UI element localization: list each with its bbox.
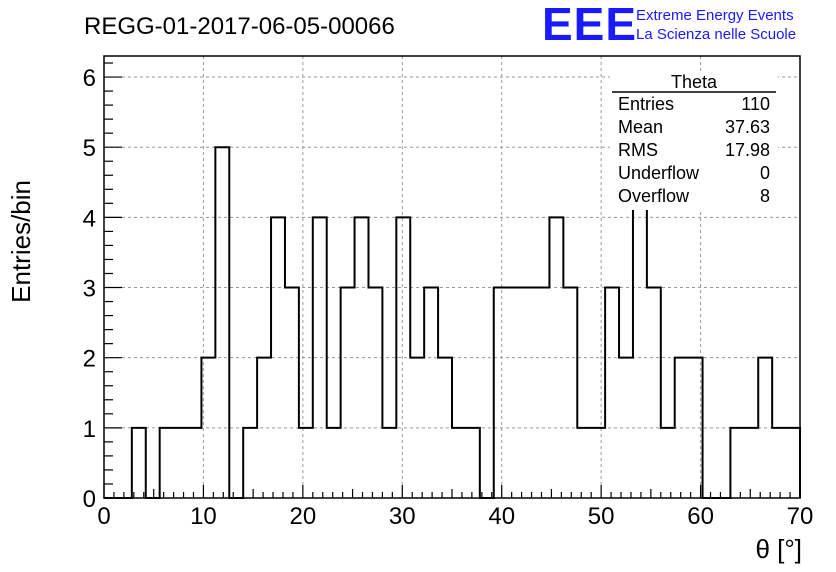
histogram-bin [744,428,758,498]
histogram-bin [174,428,188,498]
histogram-bin [188,428,202,498]
stats-row-value: 8 [760,186,770,206]
eee-logo: EEE Extreme Energy Events La Scienza nel… [542,0,796,50]
y-tick-label: 0 [83,486,96,513]
histogram-bin [536,288,550,498]
x-tick-label: 10 [190,503,217,530]
histogram-bin [772,428,786,498]
y-tick-label: 3 [83,276,96,303]
chart-title: REGG-01-2017-06-05-00066 [84,13,395,40]
stats-row-label: Overflow [618,186,690,206]
stats-row-label: Entries [618,94,674,114]
x-tick-label: 0 [97,503,110,530]
histogram-bin [730,428,744,498]
stats-row-value: 110 [741,94,770,114]
stats-row-label: RMS [618,140,658,160]
stats-box: Theta Entries 110 Mean 37.63 RMS 17.98 Underfl… [610,72,778,210]
histogram-bin [215,147,229,498]
stats-box-background [610,72,778,210]
histogram-bin [577,428,591,498]
x-tick-labels: 0 10 20 30 40 50 60 70 [97,503,813,530]
eee-logo-mark: EEE [542,0,637,50]
y-tick-label: 6 [83,65,96,92]
y-tick-label: 4 [83,205,96,232]
stats-row-label: Mean [618,117,663,137]
eee-logo-line1: Extreme Energy Events [636,7,794,24]
stats-row-value: 17.98 [725,140,770,160]
y-tick-label: 1 [83,416,96,443]
histogram-bin [661,428,675,498]
axis-ticks [103,62,801,499]
histogram-bars [104,146,801,499]
histogram-bin [368,288,382,498]
y-tick-label: 2 [83,346,96,373]
stats-row-label: Underflow [618,163,700,183]
x-tick-label: 70 [787,503,814,530]
histogram-bin [424,288,438,498]
x-tick-label: 30 [389,503,416,530]
x-axis-title: θ [°] [755,534,802,564]
histogram-bin [160,428,174,498]
stats-title: Theta [671,72,718,92]
histogram-bin [382,428,396,498]
x-tick-label: 50 [588,503,615,530]
histogram-bin [132,428,146,498]
stats-row-value: 37.63 [725,117,770,137]
histogram-bin [243,428,257,498]
histogram-bin [563,288,577,498]
histogram-bin [327,428,341,498]
histogram-bin [591,428,605,498]
eee-logo-line2: La Scienza nelle Scuole [636,26,796,43]
histogram-bin [341,288,355,498]
histogram-bin [508,288,522,498]
y-tick-label: 5 [83,135,96,162]
x-tick-label: 60 [687,503,714,530]
histogram-bin [647,288,661,498]
histogram-bin [522,288,536,498]
histogram-outline [104,146,801,499]
histogram-bin [299,428,313,498]
x-tick-label: 20 [290,503,317,530]
stats-row-value: 0 [760,163,770,183]
x-tick-label: 40 [488,503,515,530]
histogram-bin [605,288,619,498]
histogram-bin [285,288,299,498]
histogram-bin [466,428,480,498]
histogram-bin [494,288,508,498]
histogram-bin [452,428,466,498]
stats-rows: Entries 110 Mean 37.63 RMS 17.98 Underflow 0 Ove… [618,94,770,206]
y-axis-title: Entries/bin [6,180,36,303]
histogram-bin [786,428,800,498]
y-tick-labels: 0 1 2 3 4 5 6 [83,65,96,513]
